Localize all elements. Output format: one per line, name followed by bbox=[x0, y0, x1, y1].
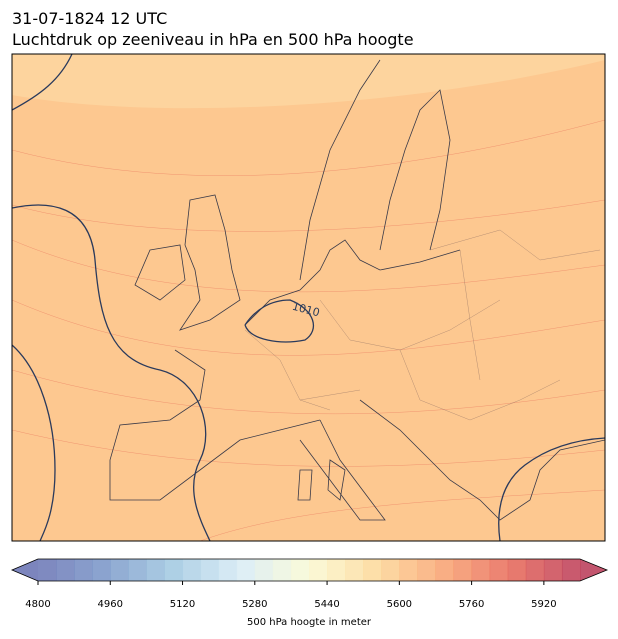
colorbar-tick-label: 5120 bbox=[170, 599, 195, 610]
colorbar-tick-label: 4800 bbox=[25, 599, 50, 610]
colorbar-swatch bbox=[381, 559, 400, 581]
colorbar-swatch bbox=[507, 559, 527, 581]
colorbar-tick-label: 5600 bbox=[387, 599, 412, 610]
map: 1010 bbox=[12, 54, 605, 541]
colorbar-swatch bbox=[272, 559, 292, 581]
colorbar-swatch bbox=[92, 559, 111, 581]
colorbar-swatch bbox=[164, 559, 184, 581]
colorbar-swatch bbox=[38, 559, 57, 581]
colorbar-swatch bbox=[182, 559, 202, 581]
colorbar-swatch bbox=[489, 559, 509, 581]
colorbar-swatch bbox=[435, 559, 455, 581]
colorbar-swatch bbox=[561, 559, 581, 581]
colorbar-swatch bbox=[56, 559, 75, 581]
colorbar-swatch bbox=[309, 559, 328, 581]
colorbar-swatch bbox=[128, 559, 147, 581]
colorbar-tick-label: 5440 bbox=[314, 599, 339, 610]
colorbar-swatch bbox=[399, 559, 418, 581]
colorbar-tick-label: 5280 bbox=[242, 599, 267, 610]
colorbar-swatch bbox=[345, 559, 364, 581]
colorbar-swatch bbox=[290, 559, 310, 581]
colorbar-swatch bbox=[254, 559, 274, 581]
colorbar-swatch bbox=[200, 559, 220, 581]
colorbar-tick-label: 5760 bbox=[459, 599, 484, 610]
colorbar-tick-label: 5920 bbox=[531, 599, 556, 610]
colorbar-swatch bbox=[110, 559, 129, 581]
colorbar-swatch bbox=[74, 559, 93, 581]
map-frame bbox=[11, 53, 606, 542]
colorbar-swatch bbox=[363, 559, 382, 581]
colorbar-extend-low bbox=[12, 559, 38, 581]
colorbar-swatch bbox=[327, 559, 346, 581]
colorbar-swatch bbox=[218, 559, 238, 581]
colorbar-swatch bbox=[471, 559, 491, 581]
colorbar-swatch bbox=[417, 559, 436, 581]
colorbar-swatch bbox=[236, 559, 256, 581]
colorbar-swatch bbox=[543, 559, 563, 581]
colorbar-extend-high bbox=[580, 559, 607, 581]
colorbar-outline bbox=[10, 558, 609, 582]
subtitle: Luchtdruk op zeeniveau in hPa en 500 hPa… bbox=[12, 30, 414, 49]
colorbar-label: 500 hPa hoogte in meter bbox=[247, 617, 372, 628]
title: 31-07-1824 12 UTC bbox=[12, 9, 167, 28]
colorbar: 4800 4960 5120 5280 5440 5600 5760 5920 bbox=[10, 558, 609, 610]
colorbar-tick-label: 4960 bbox=[98, 599, 123, 610]
colorbar-swatch bbox=[146, 559, 165, 581]
colorbar-swatch bbox=[453, 559, 473, 581]
colorbar-swatch bbox=[525, 559, 545, 581]
